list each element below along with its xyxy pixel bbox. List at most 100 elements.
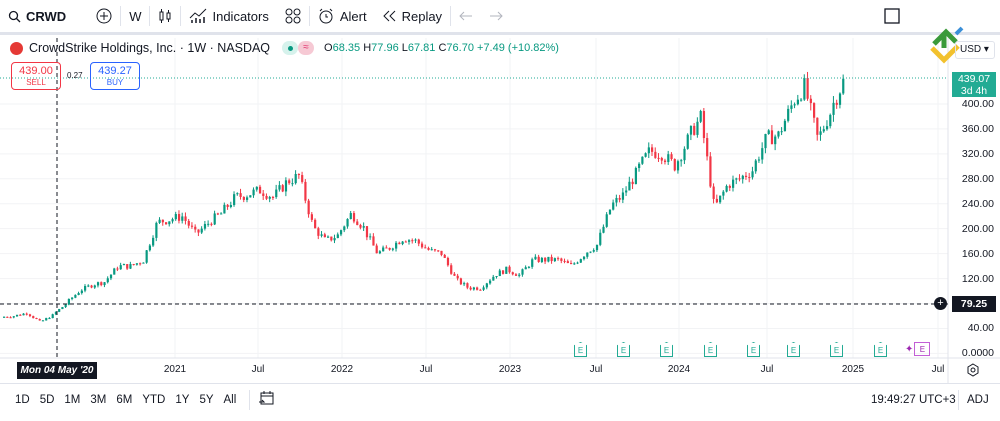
- candle-body: [106, 278, 109, 283]
- range-1y[interactable]: 1Y: [175, 393, 190, 406]
- candle-body: [113, 268, 116, 275]
- range-5d[interactable]: 5D: [39, 393, 55, 406]
- candle-body: [408, 240, 411, 242]
- candle-body: [806, 77, 809, 99]
- candle-body: [181, 216, 184, 221]
- indicators-button[interactable]: Indicators: [181, 0, 276, 32]
- symbol-search[interactable]: CRWD: [0, 0, 74, 32]
- range-6m[interactable]: 6M: [116, 393, 133, 406]
- earnings-marker[interactable]: E: [787, 342, 800, 357]
- range-1m[interactable]: 1M: [64, 393, 81, 406]
- price-tick: 200.00: [961, 222, 994, 235]
- buy-label: BUY: [106, 78, 124, 87]
- alert-button[interactable]: Alert: [310, 0, 375, 32]
- candle-body: [693, 125, 696, 135]
- go-to-date-button[interactable]: [258, 390, 274, 409]
- candle-body: [829, 114, 832, 127]
- candle-body: [96, 282, 100, 286]
- price-tick: 0.0000: [961, 347, 994, 360]
- candle-body: [728, 185, 731, 188]
- candle-body: [660, 158, 663, 161]
- clock[interactable]: 19:49:27 UTC+3: [871, 393, 956, 406]
- delayed-data-icon[interactable]: ≈: [298, 41, 315, 55]
- earnings-marker[interactable]: E: [617, 342, 630, 357]
- candle-body: [3, 316, 6, 318]
- earnings-marker[interactable]: E: [747, 342, 760, 357]
- candle-body: [314, 219, 317, 229]
- range-3m[interactable]: 3M: [90, 393, 107, 406]
- candle-body: [365, 226, 369, 238]
- bottom-toolbar: 1D 5D 1M 3M 6M YTD 1Y 5Y All 19:49:27 UTC+3 ADJ: [0, 383, 1000, 415]
- candle-body: [184, 216, 187, 221]
- axis-settings-button[interactable]: [966, 363, 980, 382]
- candle-body: [440, 250, 443, 255]
- time-tick: 2025: [841, 364, 865, 375]
- candle-body: [514, 274, 518, 276]
- candle-body: [74, 295, 77, 298]
- divider: [308, 6, 310, 26]
- candle-body: [100, 282, 103, 286]
- crosshair-date-label: Mon 04 May '20: [17, 362, 97, 379]
- candle-body: [667, 154, 670, 162]
- candle-body: [680, 160, 683, 162]
- range-5y[interactable]: 5Y: [199, 393, 214, 406]
- candle-body: [116, 268, 119, 270]
- earnings-marker[interactable]: E: [874, 342, 887, 357]
- undo-button[interactable]: [451, 0, 481, 32]
- candle-body: [822, 129, 825, 132]
- candle-body: [443, 254, 446, 258]
- candle-body: [152, 237, 155, 246]
- candle-body: [242, 196, 245, 200]
- earnings-marker[interactable]: E: [830, 342, 843, 357]
- candle-body: [787, 108, 790, 121]
- earnings-marker[interactable]: E: [660, 342, 673, 357]
- last-price-label: 439.07 3d 4h: [952, 72, 996, 97]
- redo-button[interactable]: [481, 0, 511, 32]
- candle-body: [382, 247, 385, 252]
- compare-button[interactable]: [88, 0, 120, 32]
- candle-body: [774, 136, 777, 145]
- candle-body: [32, 316, 35, 319]
- candle-body: [761, 148, 764, 160]
- earnings-marker[interactable]: E: [704, 342, 717, 357]
- range-1d[interactable]: 1D: [15, 393, 30, 406]
- fullscreen-button[interactable]: [876, 0, 908, 32]
- candle-body: [803, 77, 806, 100]
- time-tick: 2022: [330, 364, 354, 375]
- candle-body: [343, 226, 346, 231]
- buy-button[interactable]: 439.27 BUY: [90, 62, 140, 90]
- candle-body: [411, 240, 414, 242]
- candle-body: [511, 272, 514, 275]
- search-icon: [8, 10, 21, 23]
- candle-body: [657, 157, 660, 159]
- candle-body: [764, 133, 767, 149]
- candle-body: [702, 111, 706, 139]
- range-all[interactable]: All: [223, 393, 237, 406]
- price-tick: 280.00: [961, 172, 994, 185]
- candle-body: [275, 189, 278, 198]
- candle-body: [498, 270, 501, 277]
- candle-body: [304, 181, 307, 201]
- candle-body: [239, 193, 242, 197]
- sell-button[interactable]: 439.00 SELL: [11, 62, 61, 90]
- top-toolbar: CRWD W Indicators Alert Replay: [0, 0, 1000, 35]
- interval-button[interactable]: W: [121, 0, 149, 32]
- currency-select[interactable]: USD ▾: [955, 41, 995, 59]
- candle-body: [122, 264, 126, 266]
- upcoming-earnings-marker[interactable]: ✦ E: [905, 342, 931, 356]
- candle-body: [654, 151, 657, 158]
- add-alert-button[interactable]: +: [934, 297, 947, 310]
- candle-body: [832, 102, 835, 115]
- earnings-marker[interactable]: E: [574, 342, 587, 357]
- templates-button[interactable]: [277, 0, 309, 32]
- divider: [149, 6, 151, 26]
- replay-label: Replay: [401, 8, 443, 24]
- candle-body: [615, 197, 618, 203]
- candle-body: [735, 178, 738, 180]
- symbol-title: CrowdStrike Holdings, Inc. · 1W · NASDAQ: [29, 41, 271, 55]
- chart-type-button[interactable]: [150, 0, 180, 32]
- replay-button[interactable]: Replay: [375, 0, 450, 32]
- range-ytd[interactable]: YTD: [142, 393, 166, 406]
- adjust-button[interactable]: ADJ: [967, 393, 989, 406]
